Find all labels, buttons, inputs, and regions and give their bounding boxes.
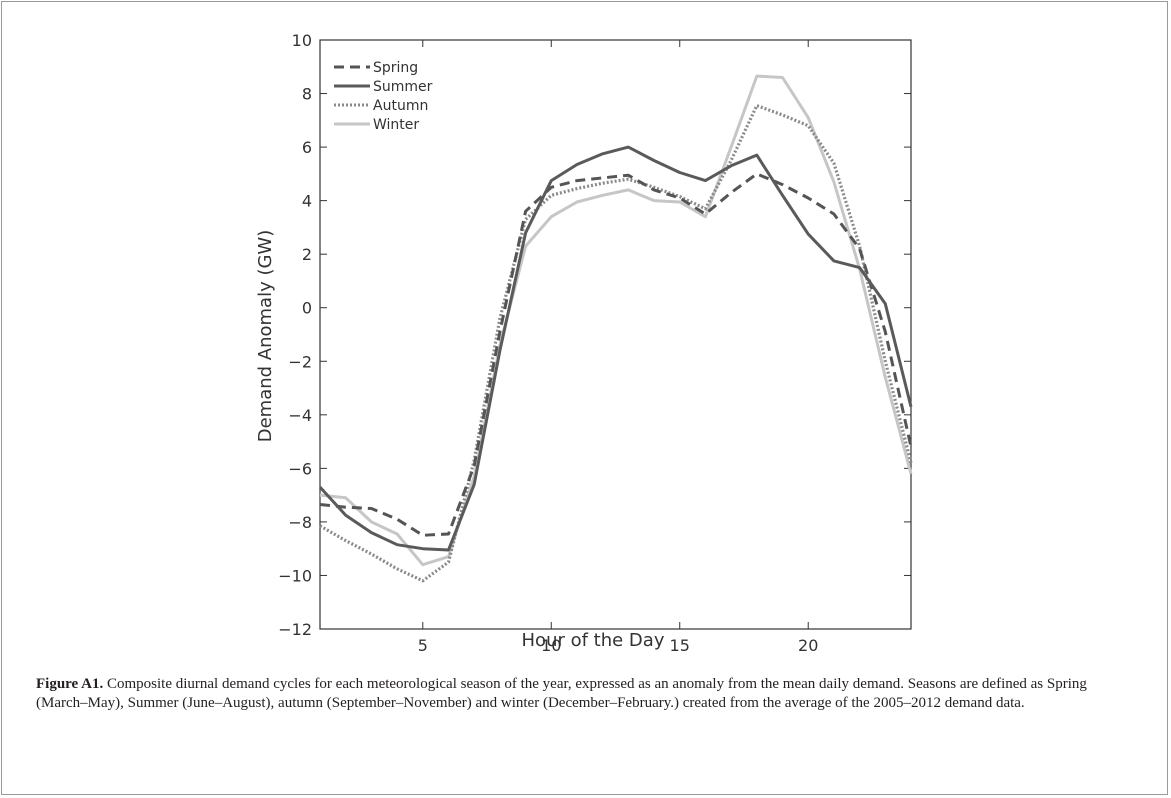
caption-label: Figure A1. xyxy=(36,676,104,692)
y-tick-label: 0 xyxy=(302,299,312,318)
chart-legend: Spring Summer Autumn Winter xyxy=(334,60,433,133)
y-tick-label: 6 xyxy=(302,138,312,157)
chart-series-layer xyxy=(318,74,913,583)
caption-text: Composite diurnal demand cycles for each… xyxy=(36,676,1087,711)
y-tick-label: −2 xyxy=(288,352,312,371)
x-tick-label: 15 xyxy=(670,636,690,655)
plot-area-box xyxy=(319,39,912,630)
legend-label-summer: Summer xyxy=(373,79,433,95)
legend-label-spring: Spring xyxy=(373,60,418,76)
y-tick-label: 4 xyxy=(302,192,312,211)
legend-label-winter: Winter xyxy=(373,117,419,133)
figure-caption: Figure A1. Composite diurnal demand cycl… xyxy=(36,675,1136,713)
legend-label-autumn: Autumn xyxy=(373,98,428,114)
x-tick-label: 5 xyxy=(418,636,428,655)
y-tick-label: −6 xyxy=(288,459,312,478)
y-tick-label: 2 xyxy=(302,245,312,264)
y-tick-label: 10 xyxy=(292,31,312,50)
y-axis-label: Demand Anomaly (GW) xyxy=(255,230,276,443)
x-axis-label: Hour of the Day xyxy=(522,630,665,651)
y-tick-label: −4 xyxy=(288,406,312,425)
series-line-autumn xyxy=(319,103,913,583)
y-tick-label: −8 xyxy=(288,513,312,532)
series-line-spring xyxy=(319,172,913,537)
x-tick-label: 10 xyxy=(541,636,561,655)
series-line-summer xyxy=(318,145,913,552)
chart-axes: −12 −10 −8 −6 −4 −2 0 2 4 6 8 10 5 10 15 20 xyxy=(278,31,912,655)
series-line-winter xyxy=(319,74,913,567)
y-tick-label: −12 xyxy=(278,620,312,639)
line-chart: −12 −10 −8 −6 −4 −2 0 2 4 6 8 10 5 10 15 20 Spring Summe… xyxy=(255,31,913,655)
y-tick-label: 8 xyxy=(302,85,312,104)
y-tick-label: −10 xyxy=(278,566,312,585)
x-tick-label: 20 xyxy=(798,636,818,655)
